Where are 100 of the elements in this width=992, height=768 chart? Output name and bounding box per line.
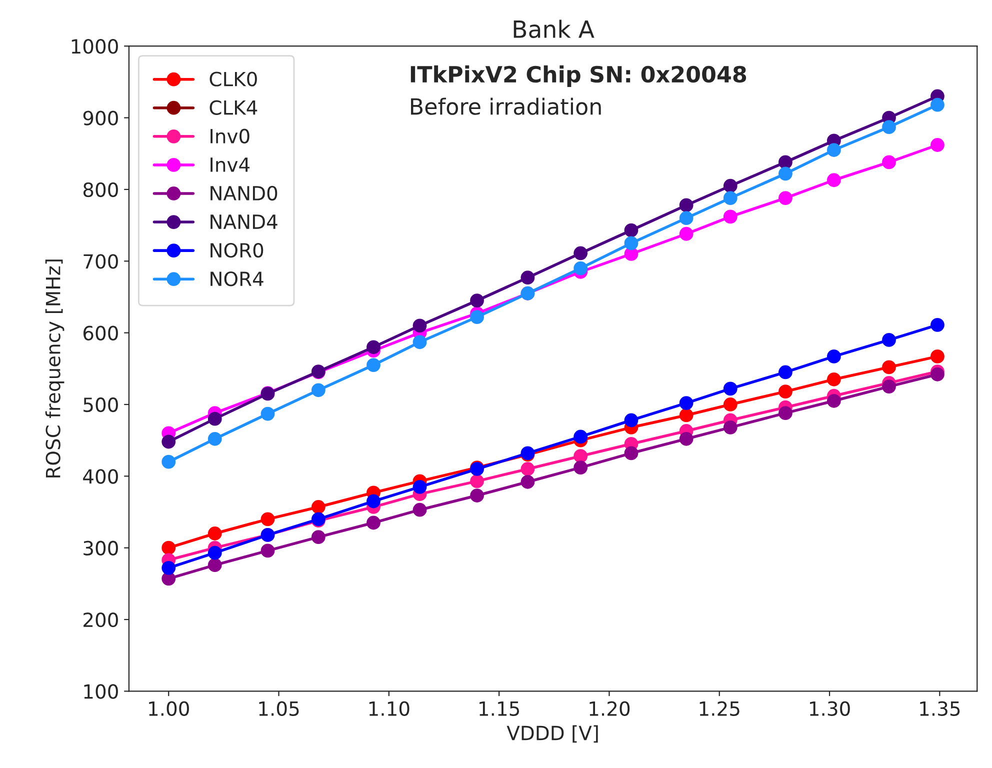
point — [679, 198, 694, 212]
point — [208, 526, 222, 540]
point — [412, 335, 427, 350]
x-axis-title: VDDD [V] — [506, 725, 598, 743]
point — [930, 318, 944, 332]
x-tick-label: 1.15 — [480, 702, 520, 716]
legend-label: CLK0 — [210, 72, 257, 86]
annotation: ITkPixV2 Chip SN: 0x20048 — [410, 65, 746, 87]
point — [366, 340, 380, 354]
point — [260, 512, 275, 526]
point — [826, 173, 841, 188]
point — [574, 261, 588, 276]
x-tick-label: 1.35 — [920, 701, 960, 716]
point — [882, 155, 896, 170]
point — [574, 449, 588, 464]
y-tick-label: 300 — [84, 540, 118, 556]
point — [311, 500, 326, 514]
point — [260, 544, 275, 558]
legend-label: NOR4 — [210, 271, 264, 286]
point — [162, 560, 176, 575]
point — [162, 454, 176, 469]
x-tick-label: 1.10 — [369, 701, 410, 716]
point — [723, 398, 738, 412]
point — [520, 462, 535, 476]
point — [679, 408, 694, 422]
point — [826, 143, 841, 157]
annotation: Before irradiation — [411, 98, 601, 115]
point — [778, 384, 792, 399]
point — [723, 382, 738, 396]
point — [930, 367, 944, 382]
point — [162, 434, 176, 449]
point — [778, 155, 792, 170]
legend-label: Inv4 — [210, 158, 250, 172]
x-tick-label: 1.25 — [700, 701, 740, 716]
point — [826, 372, 841, 386]
point — [778, 166, 792, 181]
point — [412, 318, 427, 333]
y-tick-label: 500 — [84, 397, 118, 412]
legend-label: Inv0 — [210, 128, 250, 144]
point — [208, 546, 222, 560]
point — [723, 178, 738, 193]
point — [679, 432, 694, 446]
x-tick-label: 1.05 — [259, 701, 299, 716]
point — [311, 383, 326, 398]
point — [574, 430, 588, 444]
point — [882, 360, 896, 374]
point — [624, 446, 638, 460]
point — [679, 211, 694, 226]
point — [470, 488, 484, 502]
y-tick-label: 400 — [83, 469, 118, 484]
point — [311, 530, 326, 544]
point — [520, 474, 535, 489]
point — [412, 480, 427, 494]
y-tick-label: 700 — [84, 254, 118, 269]
point — [366, 358, 380, 372]
point — [778, 365, 792, 380]
y-tick-label: 1000 — [72, 39, 118, 54]
point — [366, 494, 380, 508]
point — [624, 223, 638, 238]
point — [723, 210, 738, 224]
y-tick-label: 100 — [84, 684, 118, 699]
x-tick-label: 1.30 — [810, 701, 850, 716]
point — [778, 191, 792, 205]
y-tick-label: 600 — [83, 326, 118, 340]
point — [260, 406, 275, 421]
y-tick-label: 200 — [84, 612, 118, 628]
point — [679, 226, 694, 241]
x-tick-label: 1.00 — [149, 701, 189, 716]
point — [826, 350, 841, 364]
x-tick-label: 1.20 — [590, 701, 630, 716]
point — [520, 270, 535, 285]
point — [162, 540, 176, 555]
point — [930, 350, 944, 364]
legend-label: CLK4 — [210, 100, 258, 115]
point — [366, 516, 380, 530]
legend-label: NOR0 — [210, 242, 264, 258]
y-tick-label: 900 — [83, 110, 118, 126]
point — [882, 120, 896, 134]
point — [826, 394, 841, 408]
point — [723, 420, 738, 434]
point — [470, 310, 484, 324]
point — [624, 236, 638, 250]
point — [679, 396, 694, 410]
point — [470, 474, 484, 488]
chart-title: Bank A — [514, 20, 594, 38]
point — [208, 412, 222, 426]
y-axis-title: ROSC frequency [MHz] — [45, 260, 64, 478]
legend-label: NAND0 — [210, 186, 278, 201]
point — [930, 138, 944, 152]
point — [208, 558, 222, 572]
point — [574, 246, 588, 260]
point — [778, 406, 792, 420]
point — [882, 380, 896, 394]
point — [470, 294, 484, 308]
legend-label: NAND4 — [210, 214, 278, 229]
point — [723, 191, 738, 205]
point — [930, 98, 944, 112]
point — [624, 413, 638, 428]
y-tick-label: 800 — [83, 182, 118, 198]
point — [412, 502, 427, 517]
